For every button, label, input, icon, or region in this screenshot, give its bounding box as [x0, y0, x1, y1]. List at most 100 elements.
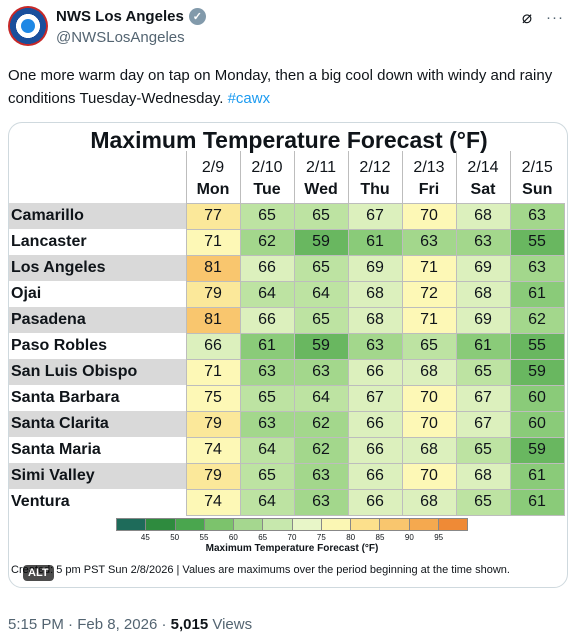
temp-cell: 74 — [185, 436, 241, 464]
day-label: Mon — [185, 177, 240, 203]
post-time[interactable]: 5:15 PM — [8, 616, 64, 633]
day-label: Fri — [401, 177, 456, 203]
temp-cell: 64 — [239, 280, 295, 308]
temp-cell: 67 — [455, 384, 511, 412]
temp-cell: 74 — [185, 488, 241, 516]
temp-cell: 64 — [239, 436, 295, 464]
temp-cell: 79 — [185, 410, 241, 438]
post-text: One more warm day on tap on Monday, then… — [8, 64, 564, 110]
temp-cell: 59 — [509, 436, 565, 464]
temp-cell: 63 — [293, 488, 349, 516]
nws-logo-icon — [21, 19, 35, 33]
legend-swatch — [321, 518, 351, 531]
day-label: Wed — [293, 177, 348, 203]
date-label: 2/14 — [455, 151, 510, 177]
verified-badge-icon[interactable]: ✓ — [188, 8, 206, 25]
temp-cell: 62 — [293, 410, 349, 438]
temp-cell: 67 — [347, 202, 403, 230]
table-row: Santa Clarita 79 63 62 66 70 67 60 — [9, 410, 565, 438]
handle[interactable]: @NWSLosAngeles — [56, 29, 185, 46]
legend-swatch — [204, 518, 234, 531]
temp-cell: 68 — [455, 280, 511, 308]
temp-cell: 81 — [185, 306, 241, 334]
temp-cell: 70 — [401, 462, 457, 490]
temp-cell: 64 — [293, 280, 349, 308]
hashtag-link[interactable]: #cawx — [227, 90, 271, 107]
more-options-icon[interactable]: ··· — [546, 9, 564, 26]
legend-tick-label: 75 — [316, 533, 326, 542]
post-date[interactable]: Feb 8, 2026 — [77, 616, 158, 633]
temp-cell: 81 — [185, 254, 241, 282]
temp-cell: 66 — [239, 306, 295, 334]
temp-cell: 65 — [239, 462, 295, 490]
chart-title: Maximum Temperature Forecast (°F) — [90, 127, 488, 153]
temp-cell: 66 — [347, 358, 403, 386]
legend-swatch — [438, 518, 468, 531]
legend-swatch — [351, 518, 381, 531]
temp-cell: 71 — [185, 228, 241, 256]
legend-swatch — [409, 518, 439, 531]
date-label: 2/15 — [509, 151, 564, 177]
temp-cell: 65 — [455, 358, 511, 386]
temp-cell: 60 — [509, 384, 565, 412]
date-header-row: 2/9 2/10 2/11 2/12 2/13 2/14 2/15 — [9, 151, 564, 177]
temp-cell: 65 — [293, 254, 349, 282]
header-corner — [9, 177, 186, 203]
legend-swatch — [175, 518, 205, 531]
day-header-row: Mon Tue Wed Thu Fri Sat Sun — [9, 177, 564, 203]
temp-cell: 69 — [455, 254, 511, 282]
legend-swatch — [263, 518, 293, 531]
temp-cell: 68 — [347, 280, 403, 308]
city-label: Santa Barbara — [9, 385, 186, 411]
legend-tick-label: 70 — [287, 533, 297, 542]
name-row: NWS Los Angeles ✓ — [56, 8, 206, 25]
city-label: Lancaster — [9, 229, 186, 255]
temp-cell: 63 — [401, 228, 457, 256]
day-label: Sun — [509, 177, 564, 203]
temp-cell: 70 — [401, 384, 457, 412]
date-label: 2/9 — [185, 151, 240, 177]
temp-cell: 62 — [293, 436, 349, 464]
temp-cell: 63 — [347, 332, 403, 360]
temp-cell: 64 — [293, 384, 349, 412]
table-row: Lancaster 71 62 59 61 63 63 55 — [9, 228, 565, 256]
media-image[interactable]: Maximum Temperature Forecast (°F) 2/9 2/1… — [8, 122, 568, 588]
temp-cell: 66 — [239, 254, 295, 282]
legend-swatch — [116, 518, 147, 531]
temp-cell: 72 — [401, 280, 457, 308]
legend-tick-label: 50 — [170, 533, 180, 542]
city-label: Paso Robles — [9, 333, 186, 359]
views-count: 5,015 — [170, 616, 209, 633]
temp-cell: 55 — [509, 332, 565, 360]
legend-tick-label: 55 — [199, 533, 209, 542]
city-label: Pasadena — [9, 307, 186, 333]
date-label: 2/10 — [239, 151, 294, 177]
legend-swatch — [234, 518, 264, 531]
temp-cell: 69 — [455, 306, 511, 334]
temp-cell: 79 — [185, 280, 241, 308]
table-row: Simi Valley 79 65 63 66 70 68 61 — [9, 462, 565, 490]
grok-icon[interactable]: ⌀ — [521, 8, 533, 27]
temp-cell: 67 — [455, 410, 511, 438]
temp-cell: 65 — [293, 202, 349, 230]
temp-cell: 65 — [455, 436, 511, 464]
temp-cell: 68 — [401, 436, 457, 464]
temp-cell: 61 — [509, 280, 565, 308]
temp-cell: 75 — [185, 384, 241, 412]
temp-cell: 66 — [347, 436, 403, 464]
avatar[interactable] — [8, 6, 48, 46]
table-row: Santa Barbara 75 65 64 67 70 67 60 — [9, 384, 565, 412]
legend-tick-label: 80 — [346, 533, 356, 542]
city-label: Camarillo — [9, 203, 186, 229]
legend-tick-label: 60 — [228, 533, 238, 542]
legend-swatch — [146, 518, 176, 531]
temp-cell: 61 — [347, 228, 403, 256]
legend-tick-label: 65 — [258, 533, 268, 542]
display-name[interactable]: NWS Los Angeles — [56, 8, 184, 25]
day-label: Tue — [239, 177, 294, 203]
temp-cell: 68 — [455, 202, 511, 230]
post-header: NWS Los Angeles ✓ @NWSLosAngeles ⌀ ··· — [8, 6, 567, 50]
table-row: Santa Maria 74 64 62 66 68 65 59 — [9, 436, 565, 464]
temp-cell: 66 — [347, 488, 403, 516]
alt-text-badge[interactable]: ALT — [23, 565, 54, 581]
